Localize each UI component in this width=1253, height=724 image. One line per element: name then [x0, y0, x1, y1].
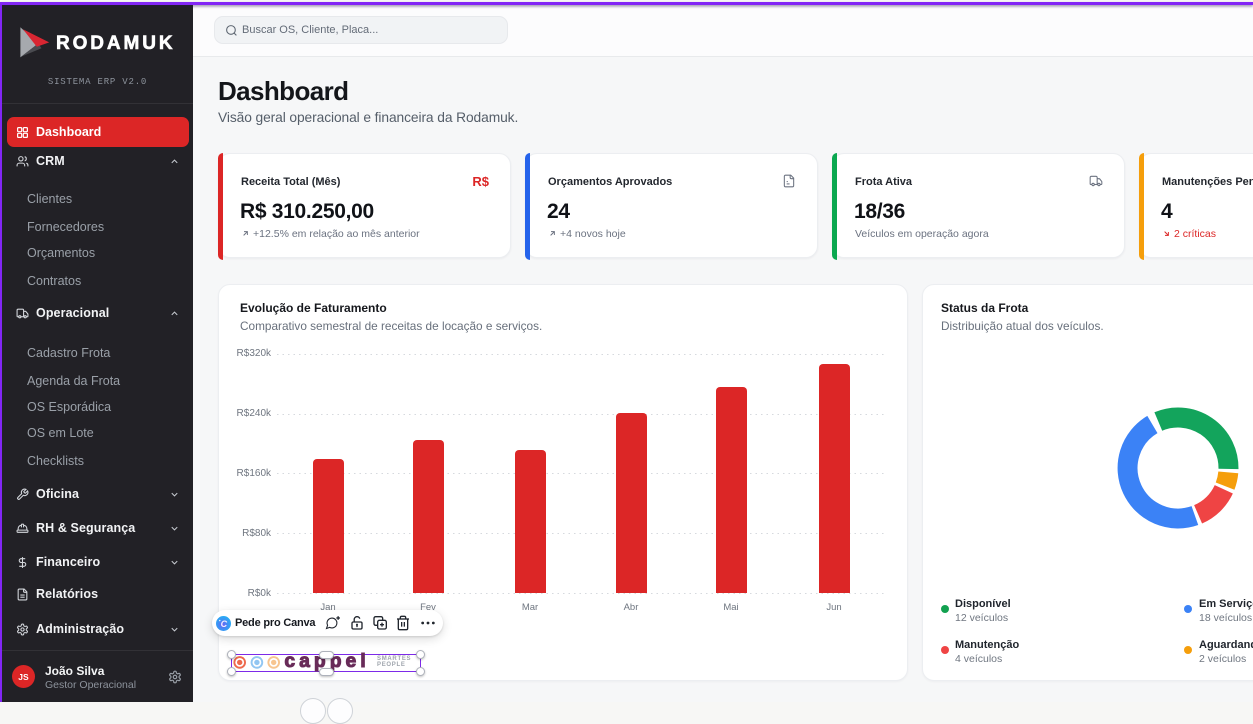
svg-text:C: C [220, 618, 227, 628]
